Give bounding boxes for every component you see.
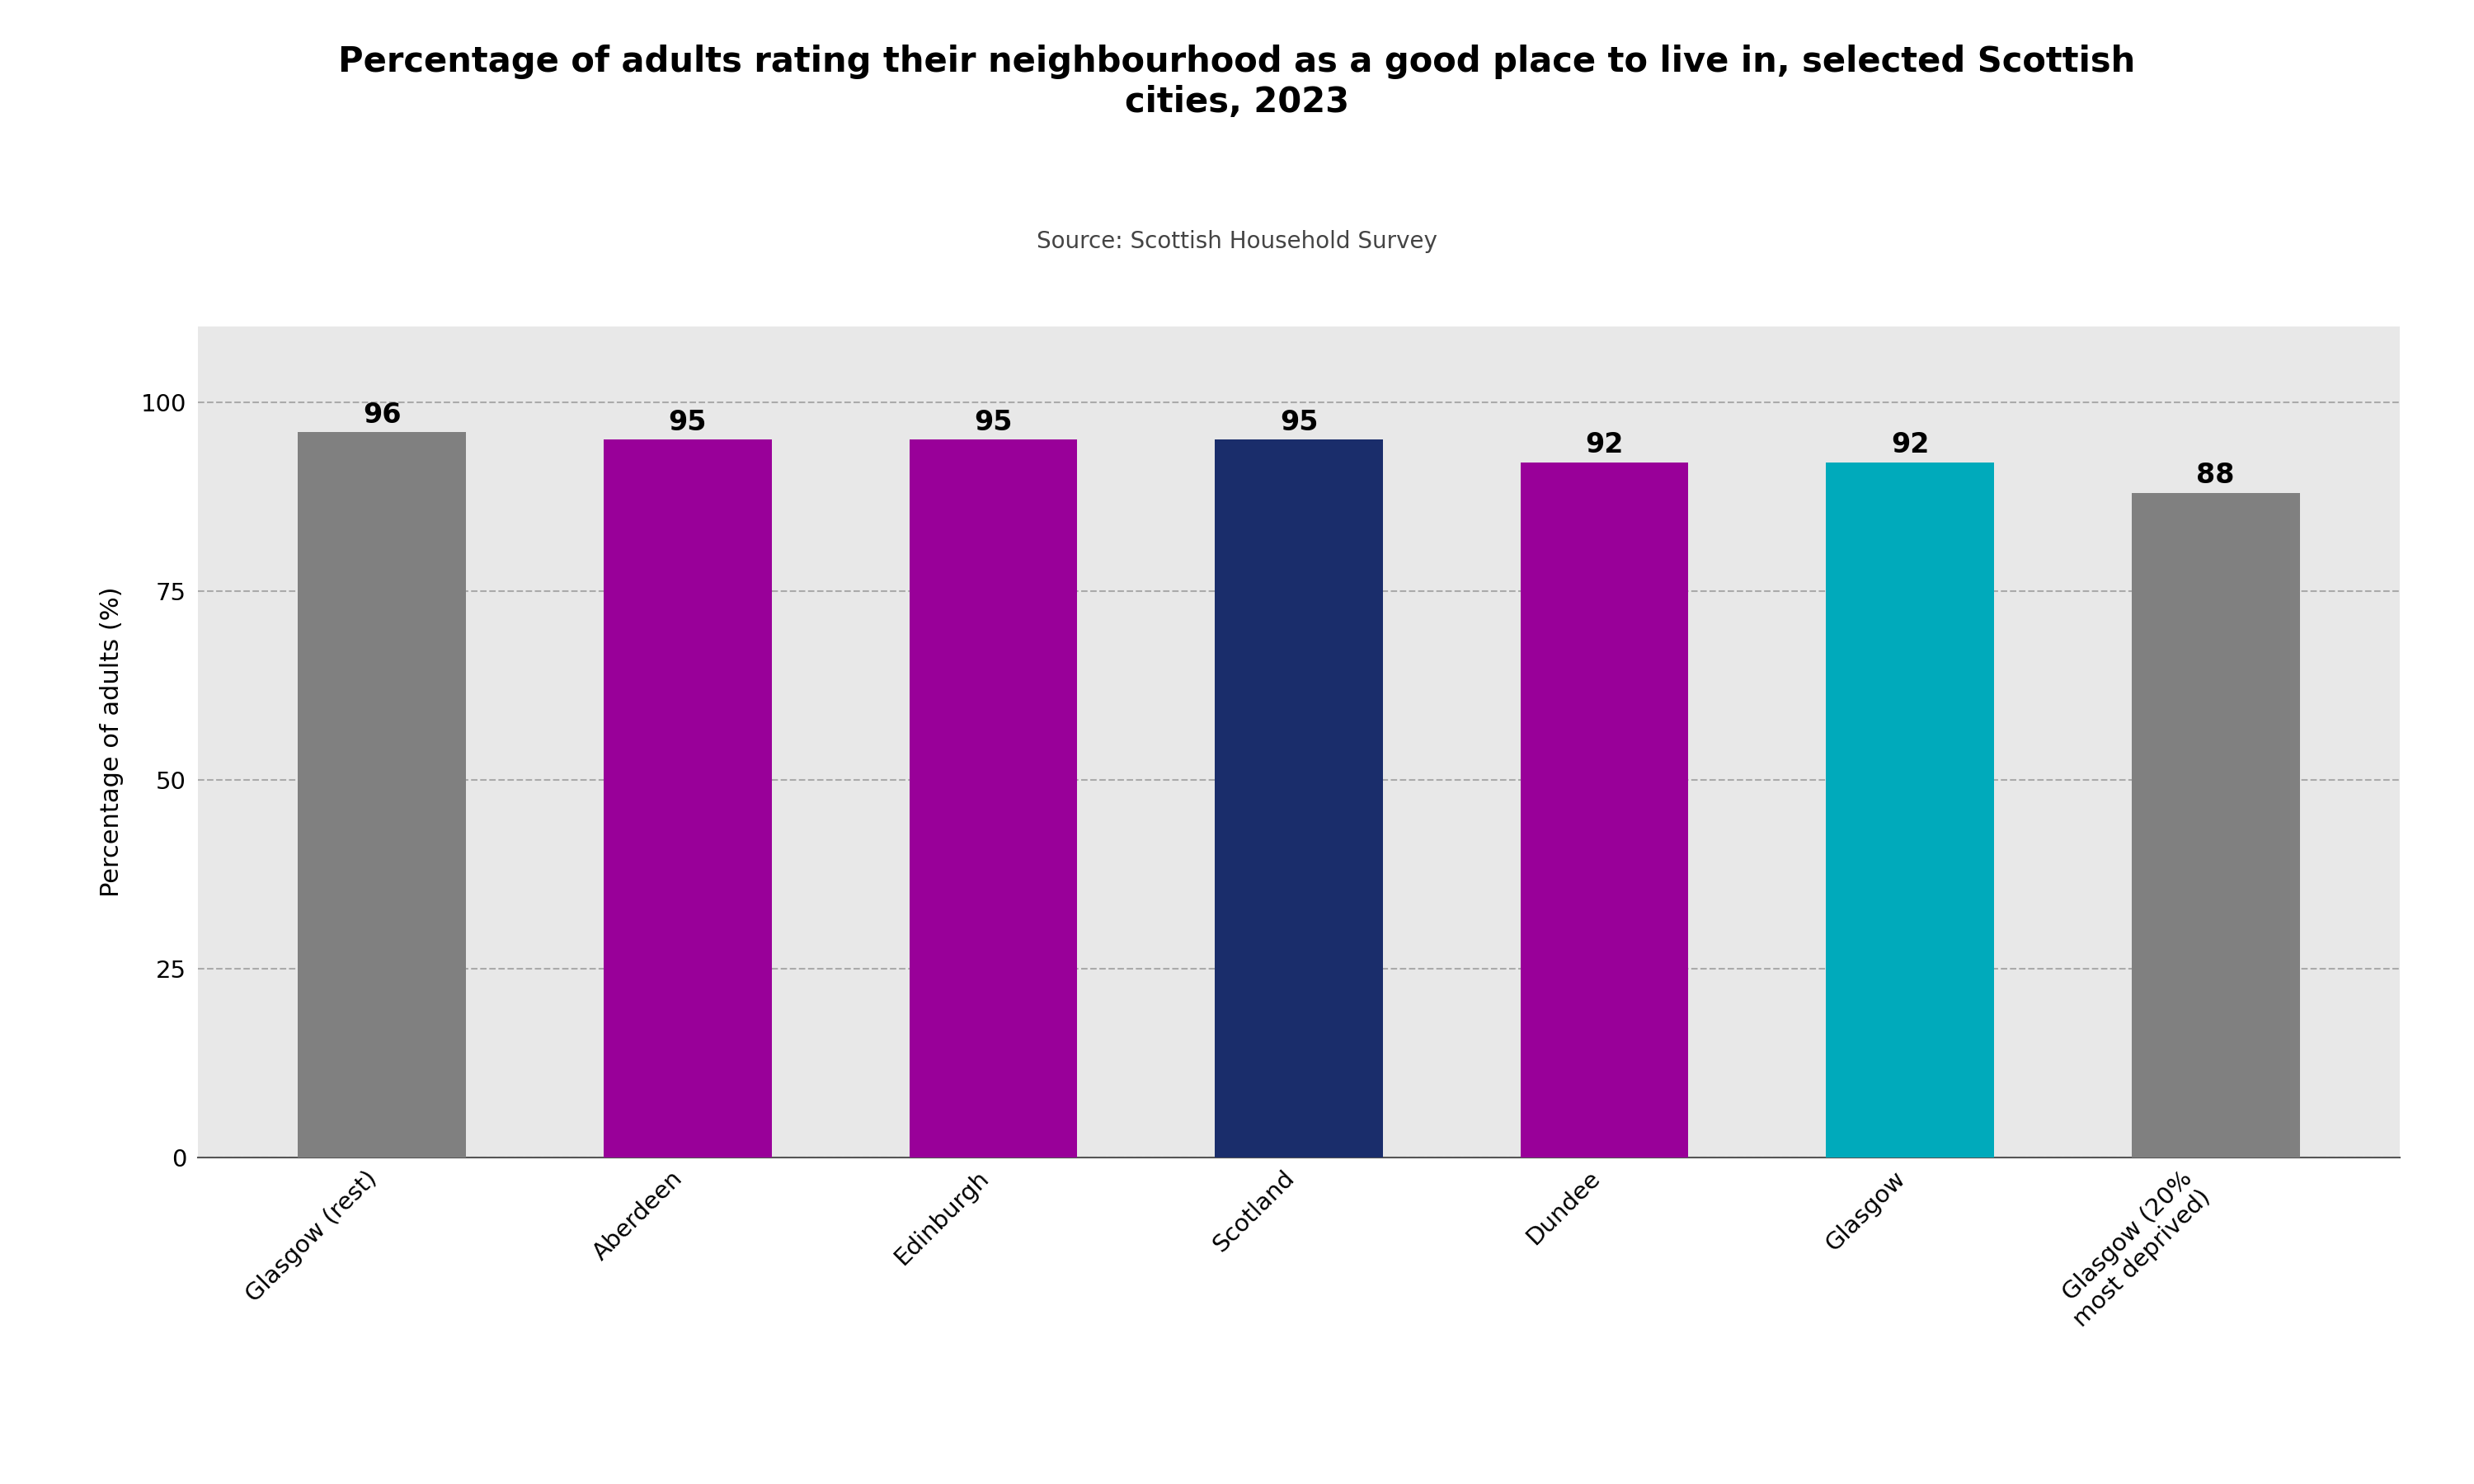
Bar <box>2133 493 2301 1158</box>
Text: 95: 95 <box>668 408 708 436</box>
Text: Percentage of adults rating their neighbourhood as a good place to live in, sele: Percentage of adults rating their neighb… <box>339 45 2135 119</box>
Bar <box>1826 463 1994 1158</box>
Text: 95: 95 <box>1279 408 1319 436</box>
Bar <box>1215 439 1383 1158</box>
Text: 96: 96 <box>364 401 401 429</box>
Text: 95: 95 <box>975 408 1012 436</box>
Bar <box>297 432 465 1158</box>
Bar <box>910 439 1076 1158</box>
Bar <box>1522 463 1687 1158</box>
Text: 88: 88 <box>2197 462 2234 488</box>
Text: 92: 92 <box>1586 432 1623 459</box>
Text: 92: 92 <box>1890 432 1930 459</box>
Text: Source: Scottish Household Survey: Source: Scottish Household Survey <box>1037 230 1437 254</box>
Bar <box>604 439 772 1158</box>
Y-axis label: Percentage of adults (%): Percentage of adults (%) <box>99 586 124 898</box>
